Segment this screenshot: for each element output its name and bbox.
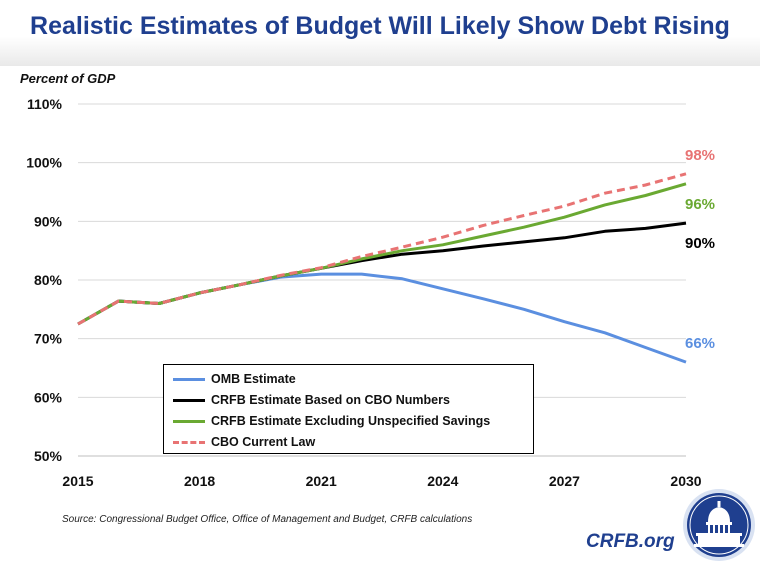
y-tick-label: 100% <box>26 155 62 171</box>
legend-item: CRFB Estimate Based on CBO Numbers <box>173 391 450 409</box>
x-tick-label: 2021 <box>306 473 337 489</box>
legend-label: OMB Estimate <box>211 372 296 386</box>
chart-title: Realistic Estimates of Budget Will Likel… <box>30 12 730 40</box>
x-tick-label: 2015 <box>62 473 93 489</box>
x-tick-label: 2018 <box>184 473 215 489</box>
legend-item: OMB Estimate <box>173 370 296 388</box>
legend-item: CRFB Estimate Excluding Unspecified Savi… <box>173 412 490 430</box>
chart-legend: OMB Estimate CRFB Estimate Based on CBO N… <box>163 364 534 454</box>
capitol-logo <box>683 489 755 561</box>
legend-swatch <box>173 440 205 444</box>
legend-swatch <box>173 377 205 381</box>
y-tick-label: 50% <box>34 448 63 464</box>
y-tick-label: 110% <box>27 96 63 112</box>
y-tick-label: 70% <box>34 331 63 347</box>
title-band <box>0 0 760 66</box>
y-tick-label: 60% <box>34 389 63 405</box>
end-label-0: 66% <box>685 335 715 352</box>
legend-swatch <box>173 419 205 423</box>
series-line-1 <box>77 221 687 326</box>
y-tick-label: 90% <box>34 213 63 229</box>
source-note: Source: Congressional Budget Office, Off… <box>62 514 473 525</box>
y-axis-label: Percent of GDP <box>20 71 116 86</box>
x-tick-label: 2024 <box>427 473 458 489</box>
end-label-2: 96% <box>685 196 715 213</box>
x-tick-label: 2027 <box>549 473 580 489</box>
series-line-3 <box>77 172 687 326</box>
brand-label: CRFB.org <box>586 531 675 552</box>
legend-label: CRFB Estimate Based on CBO Numbers <box>211 393 450 407</box>
end-label-1: 90% <box>685 235 715 252</box>
x-tick-label: 2030 <box>670 473 701 489</box>
legend-item: CBO Current Law <box>173 433 315 451</box>
series-line-2 <box>77 182 687 326</box>
y-tick-label: 80% <box>34 272 63 288</box>
legend-swatch <box>173 398 205 402</box>
legend-label: CBO Current Law <box>211 435 316 449</box>
legend-label: CRFB Estimate Excluding Unspecified Savi… <box>211 414 491 428</box>
series-line-0 <box>77 272 687 364</box>
end-label-3: 98% <box>685 147 715 164</box>
